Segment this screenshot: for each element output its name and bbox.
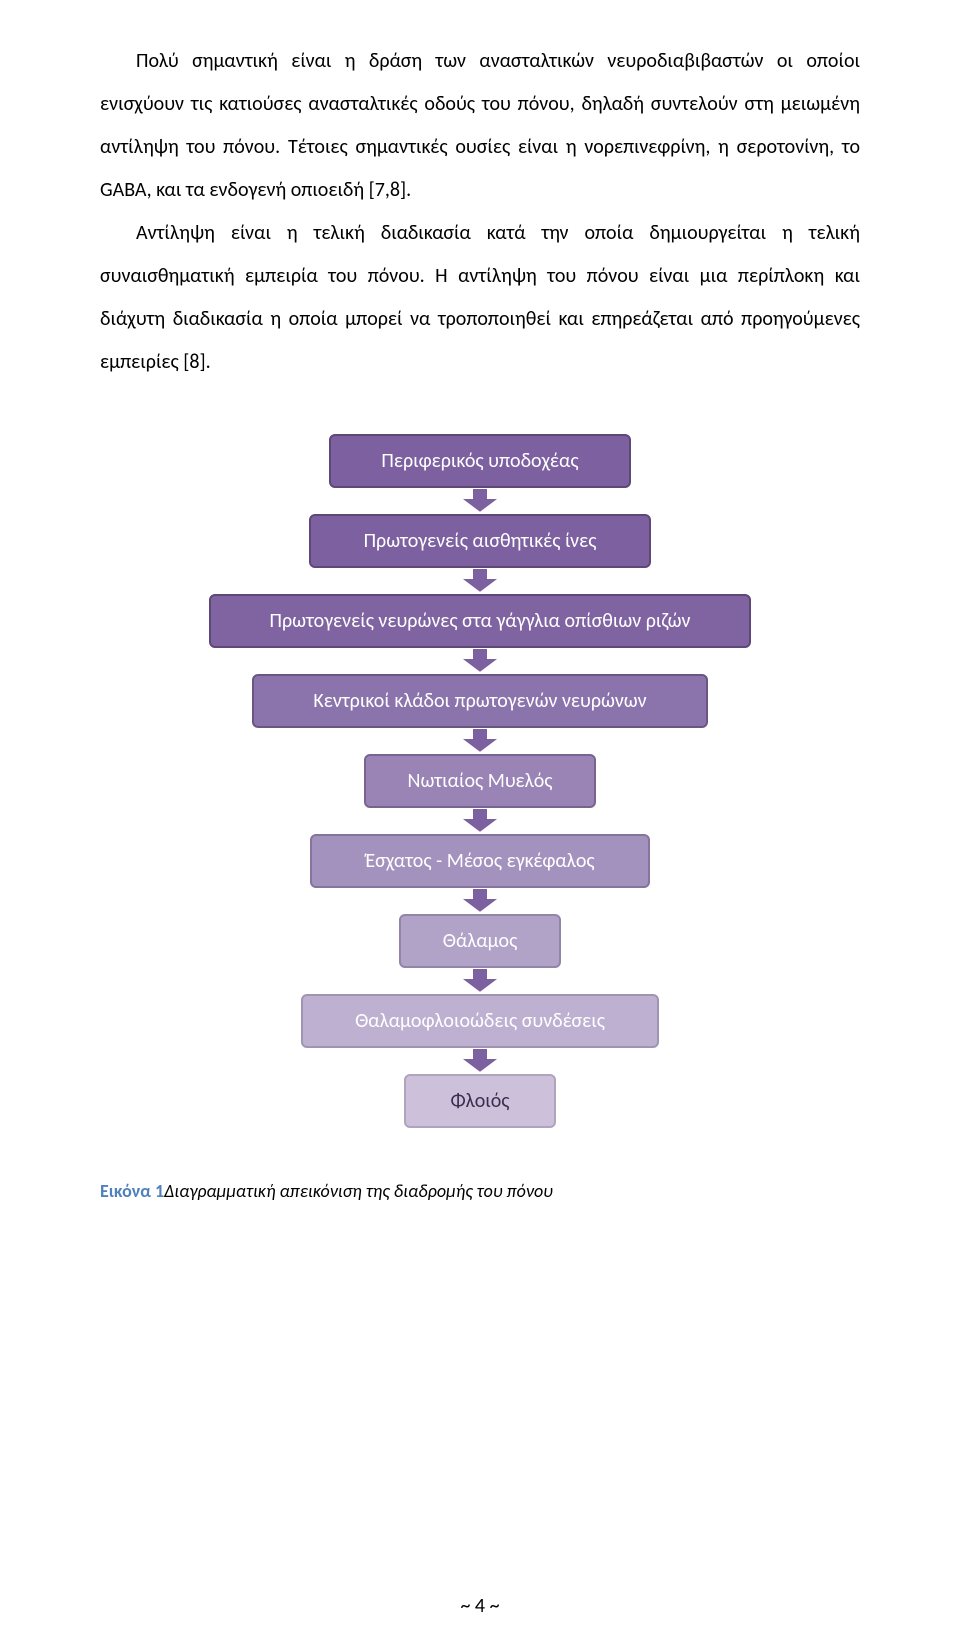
flow-arrow-icon [458, 888, 502, 914]
flow-arrow-icon [458, 568, 502, 594]
pain-pathway-flowchart: Περιφερικός υποδοχέας Πρωτογενείς αισθητι… [180, 434, 780, 1128]
flow-arrow-icon [458, 808, 502, 834]
paragraph-2: Αντίληψη είναι η τελική διαδικασία κατά … [100, 212, 860, 384]
flow-arrow-icon [458, 728, 502, 754]
flow-node: Έσχατος - Μέσος εγκέφαλος [310, 834, 650, 888]
flow-node: Θαλαμοφλοιοώδεις συνδέσεις [301, 994, 659, 1048]
flow-node: Θάλαμος [399, 914, 561, 968]
flow-node: Νωτιαίος Μυελός [364, 754, 596, 808]
flow-arrow-icon [458, 648, 502, 674]
flow-node: Κεντρικοί κλάδοι πρωτογενών νευρώνων [252, 674, 708, 728]
caption-label: Εικόνα 1 [100, 1180, 164, 1202]
flow-arrow-icon [458, 968, 502, 994]
flow-node: Φλοιός [404, 1074, 556, 1128]
caption-text: Διαγραμματική απεικόνιση της διαδρομής τ… [164, 1180, 553, 1202]
flow-arrow-icon [458, 1048, 502, 1074]
flow-node: Πρωτογενείς αισθητικές ίνες [309, 514, 651, 568]
flow-node: Πρωτογενείς νευρώνες στα γάγγλια οπίσθιω… [209, 594, 751, 648]
figure-caption: Εικόνα 1Διαγραμματική απεικόνιση της δια… [100, 1180, 860, 1202]
flow-arrow-icon [458, 488, 502, 514]
page-number: ~ 4 ~ [0, 1594, 960, 1618]
paragraph-1: Πολύ σημαντική είναι η δράση των ανασταλ… [100, 40, 860, 212]
flow-node: Περιφερικός υποδοχέας [329, 434, 631, 488]
